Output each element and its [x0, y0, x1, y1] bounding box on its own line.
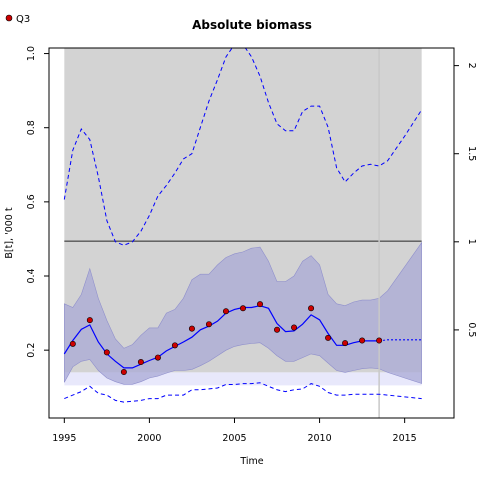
x-tick-label: 2005 — [222, 433, 246, 444]
observation-point — [257, 301, 264, 308]
observation-point — [325, 334, 332, 341]
observation-point — [274, 326, 281, 333]
x-tick-label: 2015 — [393, 433, 417, 444]
observation-point — [86, 317, 93, 324]
plot-frame — [48, 47, 455, 419]
legend-label-q3: Q3 — [16, 14, 30, 25]
y2-tick-label: 1.5 — [466, 146, 477, 161]
y2-tick-label: 2 — [466, 63, 477, 69]
y-tick-label: 1.0 — [26, 46, 37, 61]
confidence-band — [64, 241, 423, 385]
legend: Q3 — [5, 14, 30, 25]
observation-point — [137, 359, 144, 366]
dashed-lower-line — [64, 382, 422, 403]
observation-point — [103, 349, 110, 356]
y2-tick-label: 0.5 — [466, 322, 477, 337]
legend-marker-q3 — [5, 14, 13, 22]
y-tick-label: 0.6 — [26, 194, 37, 209]
estimate-line — [63, 305, 380, 369]
observation-point — [359, 337, 366, 344]
observation-point — [154, 354, 161, 361]
y-axis-label: B[t], '000 t — [4, 207, 15, 258]
y-tick-label: 0.2 — [26, 343, 37, 358]
y2-tick-label: 1 — [466, 239, 477, 245]
x-tick-label: 2010 — [307, 433, 331, 444]
dashed-upper-line — [63, 48, 423, 246]
observation-point — [69, 340, 76, 347]
x-tick-label: 1995 — [52, 433, 76, 444]
chart-title: Absolute biomass — [192, 18, 312, 32]
observation-point — [120, 369, 127, 376]
observation-point — [342, 340, 349, 347]
projection-line — [379, 339, 422, 342]
observation-point — [205, 321, 212, 328]
observation-point — [291, 324, 298, 331]
observation-point — [239, 305, 246, 312]
y-tick-label: 0.8 — [26, 120, 37, 135]
x-tick-label: 2000 — [137, 433, 161, 444]
observation-point — [171, 342, 178, 349]
observation-point — [376, 337, 383, 344]
observation-point — [308, 305, 315, 312]
x-axis-label: Time — [239, 456, 263, 467]
y-tick-label: 0.4 — [26, 268, 37, 283]
observation-point — [222, 308, 229, 315]
observation-point — [188, 325, 195, 332]
